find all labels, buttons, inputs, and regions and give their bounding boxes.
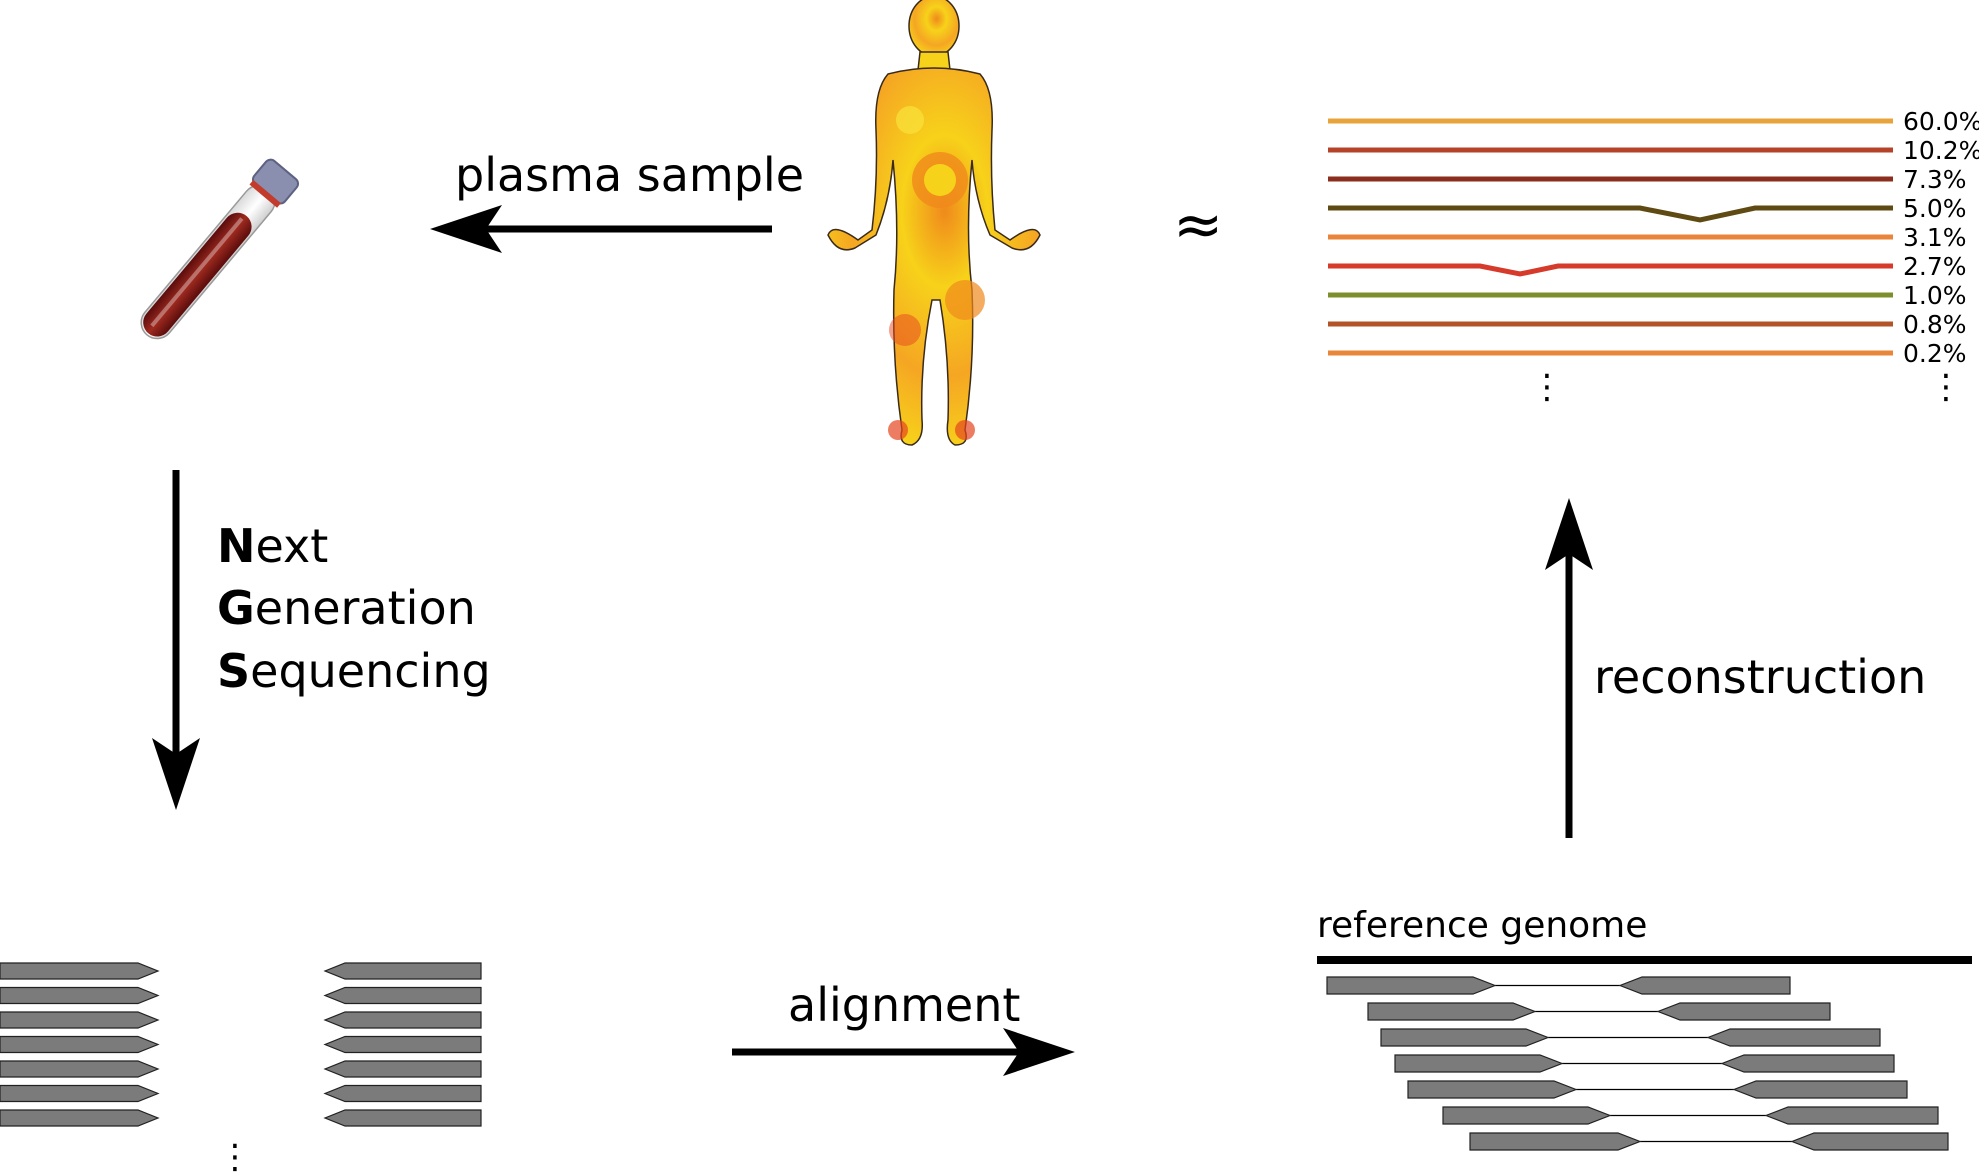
alignment-label: alignment [788,978,1020,1032]
aligned-read-forward [1407,1080,1578,1099]
haplotype-fraction-label: 2.7% [1903,252,1967,281]
read-forward [0,1084,160,1103]
aligned-read-forward [1367,1002,1537,1021]
haplotype-fraction-label: 7.3% [1903,165,1967,194]
haplotype-line [1328,205,1893,223]
alignment-arrow [732,1028,1075,1076]
haplotype-fraction-label: 3.1% [1903,223,1967,252]
sequencing-reads [0,962,482,1127]
read-reverse [323,1011,482,1029]
haplotype-fraction-label: 10.2% [1903,136,1979,165]
read-reverse [323,986,482,1005]
approx-symbol: ≈ [1173,190,1223,260]
aligned-read-reverse [1656,1002,1831,1021]
reconstruction-label: reconstruction [1594,650,1926,704]
haplotype-lines: 60.0%10.2%7.3%5.0%3.1%2.7%1.0%0.8%0.2% [1328,107,1979,368]
read-forward [0,1060,160,1078]
svg-text:Generation: Generation [217,581,476,635]
aligned-read-reverse [1720,1054,1895,1073]
aligned-read-reverse [1732,1080,1908,1099]
read-reverse [323,1035,482,1054]
svg-text:Next: Next [217,519,328,573]
ngs-initial-n: N [217,519,256,573]
aligned-read-forward [1394,1054,1564,1073]
ngs-label: Next Generation Sequencing [217,519,491,698]
reconstruction-arrow [1545,498,1593,838]
reference-genome-label: reference genome [1317,905,1647,946]
svg-text:Sequencing: Sequencing [217,644,491,698]
read-forward [0,986,160,1005]
read-forward [0,1109,160,1127]
fractions-more-ellipsis: ⋮ [1929,367,1963,407]
plasma-sample-label: plasma sample [455,148,804,202]
haplotype-line [1328,263,1893,277]
haplotype-fraction-label: 60.0% [1903,107,1979,136]
human-body-icon [827,0,1041,446]
read-reverse [323,1109,482,1127]
haplotype-fraction-label: 0.8% [1903,310,1967,339]
haplotypes-more-ellipsis: ⋮ [1530,367,1564,407]
read-reverse [323,1084,482,1103]
haplotype-fraction-label: 1.0% [1903,281,1967,310]
plasma-arrow [430,205,772,253]
aligned-read-forward [1326,976,1497,995]
read-reverse [323,962,482,980]
reads-more-ellipsis: ⋮ [218,1137,252,1173]
read-forward [0,962,160,980]
haplotype-fraction-label: 0.2% [1903,339,1967,368]
aligned-read-forward [1442,1106,1612,1125]
aligned-read-pairs [1326,976,1949,1151]
aligned-read-reverse [1764,1106,1939,1125]
aligned-read-reverse [1618,976,1791,995]
read-forward [0,1035,160,1054]
ngs-rest-sequencing: equencing [250,644,491,698]
ngs-arrow [152,470,200,810]
haplotype-fraction-label: 5.0% [1903,194,1967,223]
blood-tube-icon [140,158,300,340]
aligned-read-forward [1469,1132,1642,1151]
ngs-rest-generation: eneration [255,581,476,635]
aligned-read-reverse [1706,1028,1881,1047]
ngs-initial-s: S [217,644,250,698]
aligned-read-reverse [1790,1132,1949,1151]
ngs-initial-g: G [217,581,255,635]
read-reverse [323,1060,482,1078]
read-forward [0,1011,160,1029]
ngs-rest-next: ext [256,519,329,573]
aligned-read-forward [1380,1028,1550,1047]
